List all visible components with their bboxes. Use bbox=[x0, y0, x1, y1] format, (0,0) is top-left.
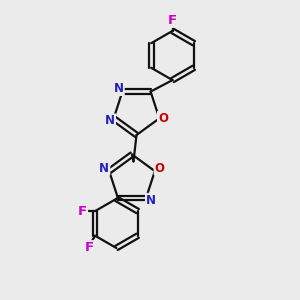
Text: O: O bbox=[158, 112, 168, 125]
Text: N: N bbox=[105, 114, 115, 127]
Text: O: O bbox=[154, 162, 165, 175]
Text: N: N bbox=[146, 194, 156, 207]
Text: F: F bbox=[85, 241, 94, 254]
Text: N: N bbox=[99, 162, 110, 175]
Text: N: N bbox=[114, 82, 124, 95]
Text: F: F bbox=[168, 14, 177, 27]
Text: F: F bbox=[78, 205, 87, 218]
